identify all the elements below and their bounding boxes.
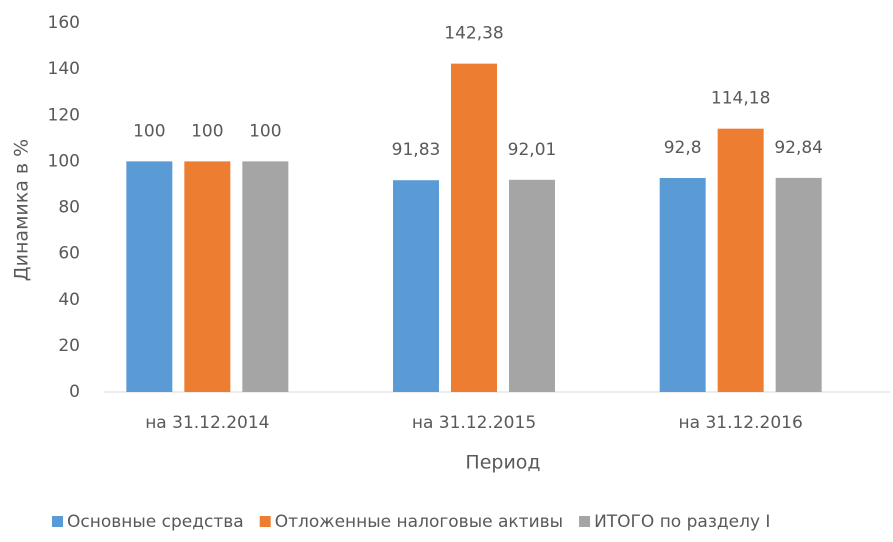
- y-tick-label: 100: [48, 151, 80, 171]
- bar: [659, 177, 706, 392]
- legend-swatch: [52, 516, 63, 527]
- data-label: 92,84: [774, 138, 823, 158]
- y-tick-label: 80: [58, 198, 80, 218]
- y-axis-title: Динамика в %: [11, 139, 33, 281]
- bar: [509, 179, 555, 392]
- legend-swatch: [259, 516, 271, 527]
- bar: [126, 161, 173, 392]
- y-tick-label: 40: [58, 290, 80, 310]
- y-tick-label: 160: [48, 13, 80, 33]
- y-tick-label: 0: [69, 382, 80, 402]
- data-label: 114,18: [711, 89, 770, 109]
- bar: [717, 128, 764, 393]
- data-label: 92,01: [508, 140, 557, 160]
- legend-label: Основные средства: [67, 512, 244, 532]
- data-label: 91,83: [392, 140, 441, 160]
- data-label: 100: [249, 121, 281, 141]
- bar: [775, 177, 822, 392]
- bar: [451, 63, 497, 393]
- bar: [242, 161, 289, 392]
- data-label: 100: [191, 121, 223, 141]
- y-tick-label: 140: [48, 59, 80, 79]
- data-label: 92,8: [664, 138, 702, 158]
- x-tick-label: на 31.12.2014: [145, 413, 269, 433]
- y-tick-label: 120: [48, 105, 80, 125]
- legend-label: Отложенные налоговые активы: [275, 512, 563, 532]
- x-tick-label: на 31.12.2016: [679, 413, 803, 433]
- bar: [184, 161, 231, 392]
- data-label: 100: [133, 121, 165, 141]
- y-tick-label: 60: [58, 244, 80, 264]
- legend-label: ИТОГО по разделу I: [594, 512, 770, 532]
- x-axis-title: Период: [465, 452, 540, 474]
- x-tick-label: на 31.12.2015: [412, 413, 536, 433]
- y-tick-label: 20: [58, 336, 80, 356]
- legend-swatch: [579, 516, 591, 527]
- data-label: 142,38: [444, 24, 503, 44]
- bar: [393, 180, 439, 392]
